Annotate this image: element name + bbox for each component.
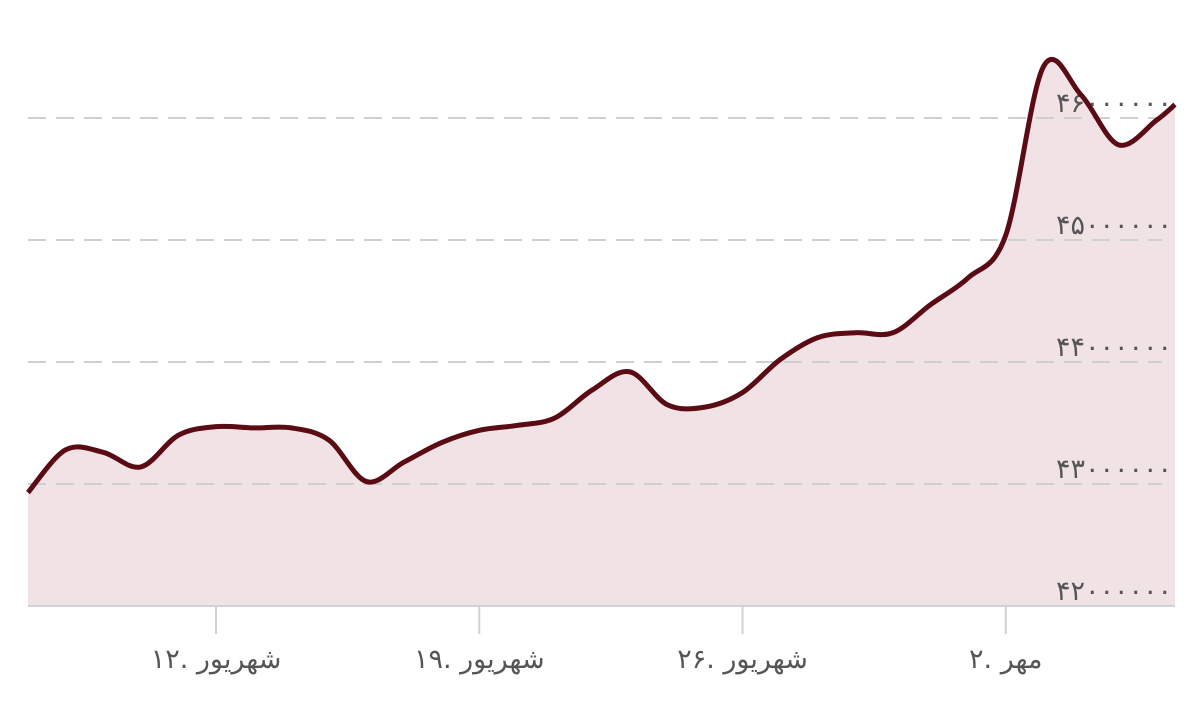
y-tick-label: ۴۴۰۰۰۰۰۰ [1056,332,1172,363]
y-tick-label: ۴۵۰۰۰۰۰۰ [1056,210,1172,241]
y-tick-label: ۴۲۰۰۰۰۰۰ [1056,576,1172,607]
x-tick-label: ۲۶. شهریور [677,644,808,675]
y-tick-label: ۴۶۰۰۰۰۰۰ [1056,88,1172,119]
x-tick-label: ۲. مهر [969,644,1042,675]
y-tick-label: ۴۳۰۰۰۰۰۰ [1056,454,1172,485]
line [26,56,1177,495]
x-tick-label: ۱۲. شهریور [151,644,282,675]
x-tick-label: ۱۹. شهریور [414,644,545,675]
area [28,59,1175,606]
